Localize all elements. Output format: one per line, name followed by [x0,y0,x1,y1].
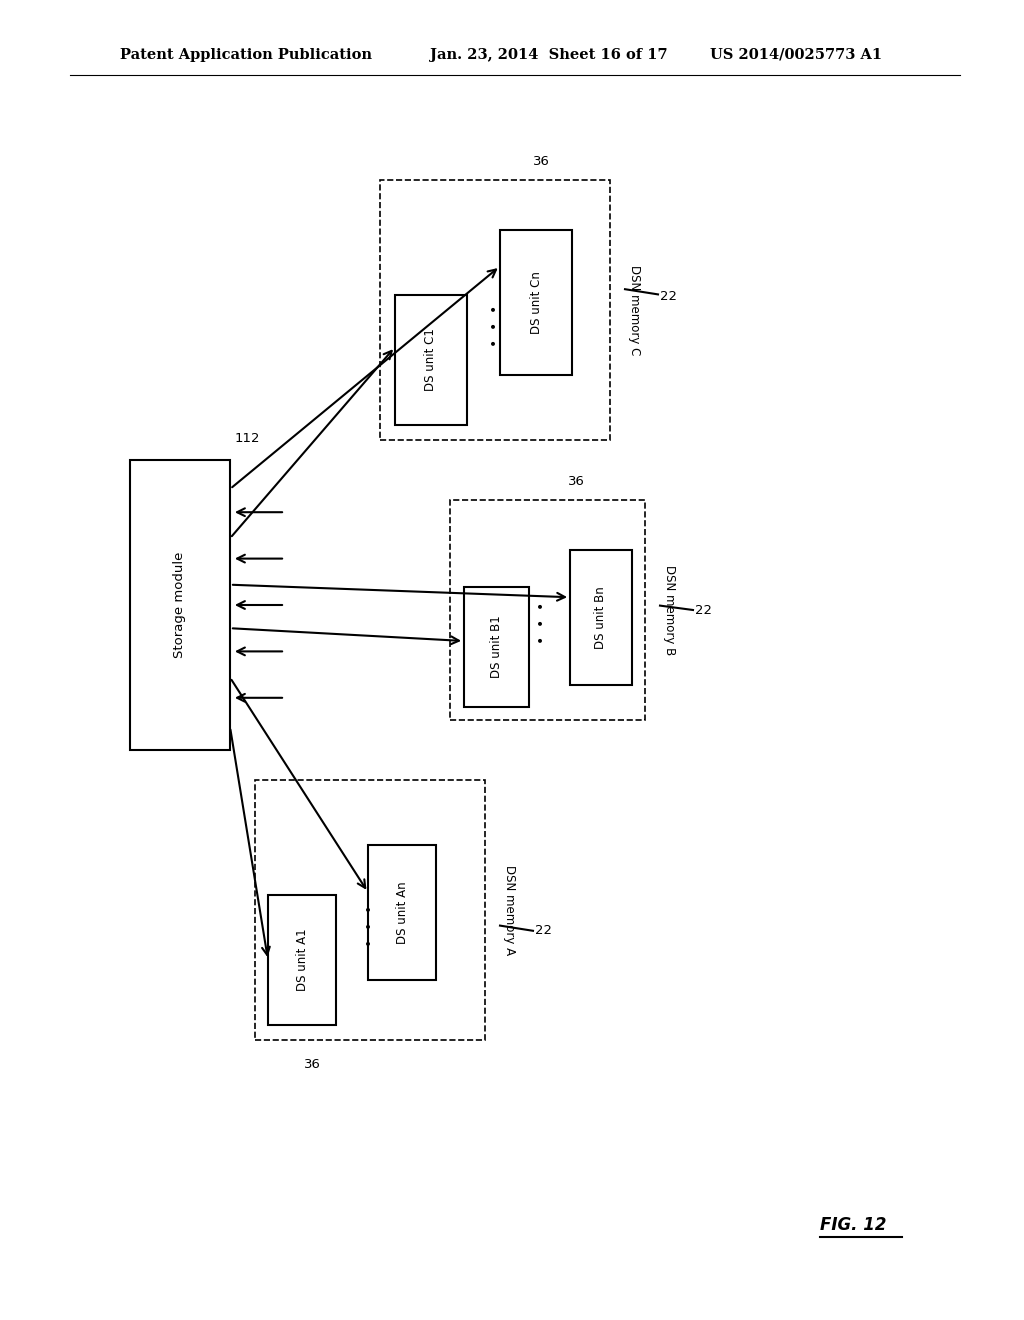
Text: 22: 22 [660,290,677,304]
Text: •  •  •: • • • [488,305,502,347]
Text: FIG. 12: FIG. 12 [820,1216,887,1234]
Bar [130,459,230,750]
Text: DS unit B1: DS unit B1 [490,615,503,678]
Bar [380,180,610,440]
Text: DS unit Bn: DS unit Bn [595,586,607,649]
Text: Storage module: Storage module [173,552,186,659]
Bar [464,587,529,708]
Text: 36: 36 [532,154,550,168]
Text: DS unit C1: DS unit C1 [425,329,437,392]
Text: DS unit An: DS unit An [395,882,409,944]
Text: Patent Application Publication: Patent Application Publication [120,48,372,62]
Text: 112: 112 [234,432,260,445]
Text: DS unit A1: DS unit A1 [296,929,308,991]
Text: •  •  •: • • • [362,904,377,946]
Text: •  •  •: • • • [536,602,550,644]
Text: DSN memory C: DSN memory C [628,265,641,355]
Text: US 2014/0025773 A1: US 2014/0025773 A1 [710,48,882,62]
Text: DSN memory A: DSN memory A [503,865,516,956]
Bar [395,294,467,425]
Text: DS unit Cn: DS unit Cn [529,271,543,334]
Bar [255,780,485,1040]
Bar [268,895,336,1026]
Text: 22: 22 [535,924,552,937]
Text: DSN memory B: DSN memory B [663,565,676,655]
Text: 36: 36 [568,475,585,488]
Bar [450,500,645,719]
Text: 22: 22 [695,603,712,616]
Text: 36: 36 [304,1059,321,1071]
Text: Jan. 23, 2014  Sheet 16 of 17: Jan. 23, 2014 Sheet 16 of 17 [430,48,668,62]
Bar [500,230,572,375]
Bar [368,845,436,979]
Bar [570,550,632,685]
